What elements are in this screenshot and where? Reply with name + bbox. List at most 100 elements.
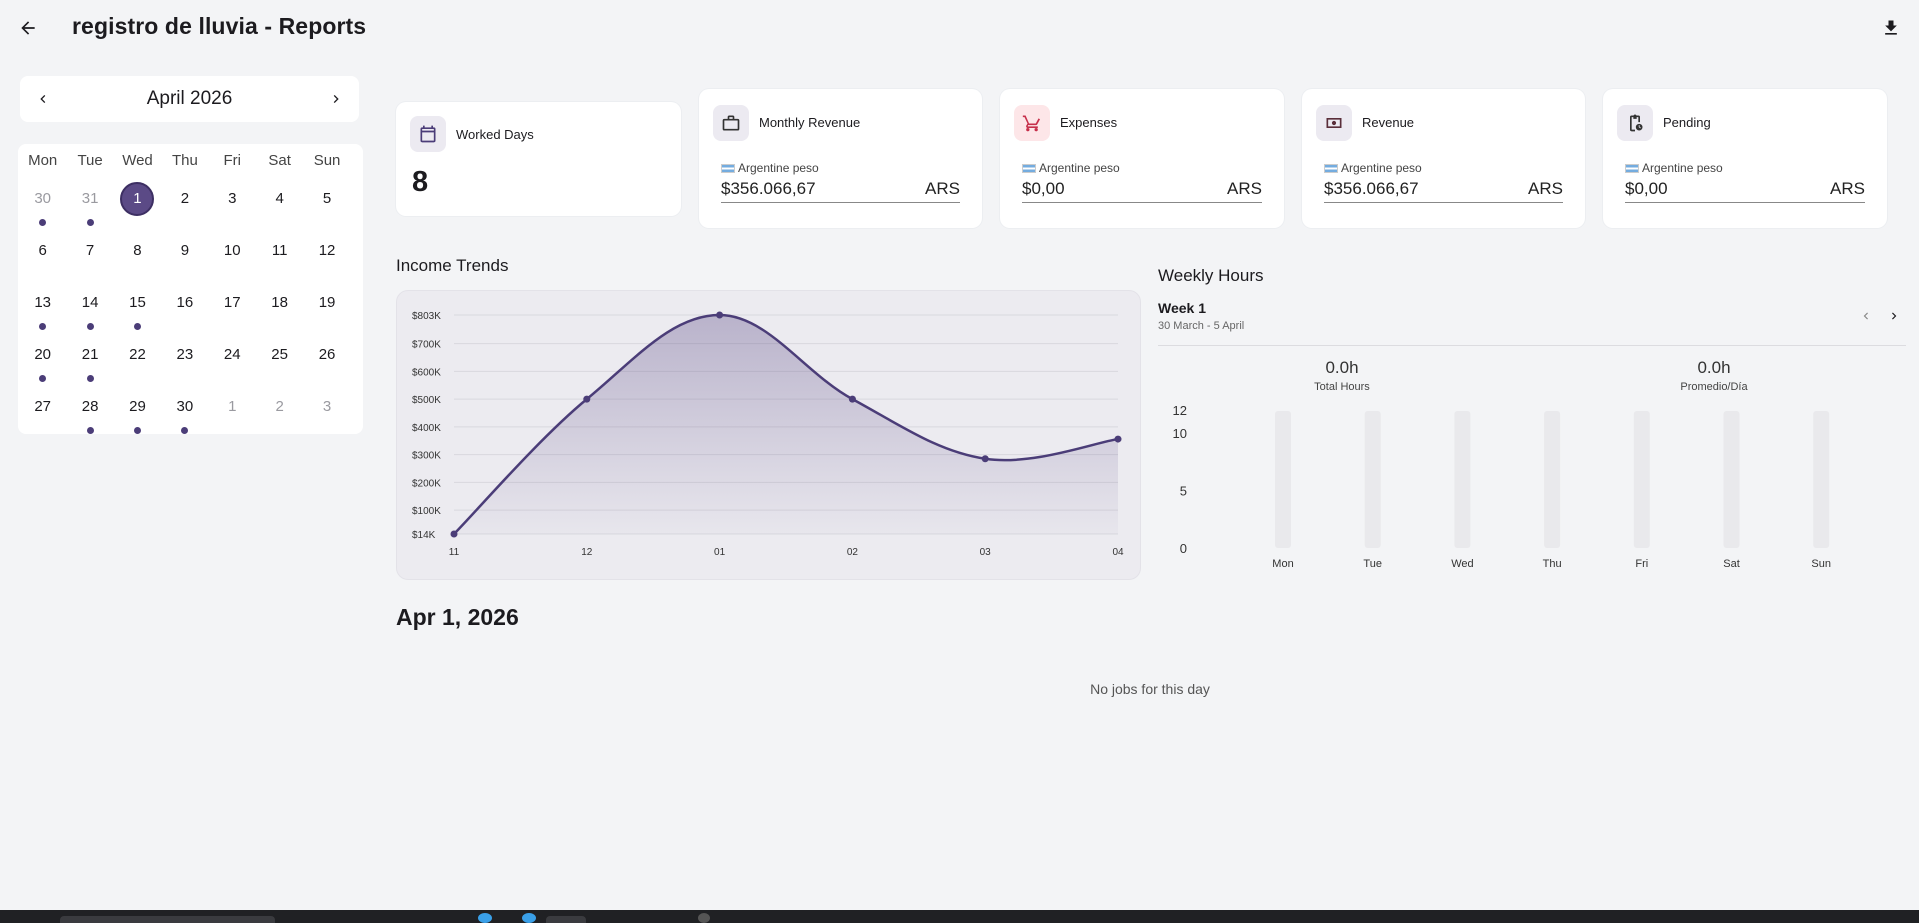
calendar-day[interactable]: 22 [114,338,161,390]
calendar-day[interactable]: 11 [256,234,303,286]
calendar-day[interactable]: 17 [209,286,256,338]
income-point[interactable] [981,455,989,463]
calendar-day[interactable]: 28 [66,390,113,442]
income-point[interactable] [716,311,724,319]
calendar-day[interactable]: 19 [303,286,350,338]
calendar-day[interactable]: 7 [66,234,113,286]
revenue-currency: Argentine peso [1324,161,1422,175]
revenue-card: Revenue Argentine peso $356.066,67 ARS [1302,89,1585,228]
calendar-day[interactable]: 9 [161,234,208,286]
average-hours-label: Promedio/Día [1680,381,1748,393]
calendar-day[interactable]: 30 [161,390,208,442]
event-dot [39,375,47,382]
chevron-right-icon [333,95,339,103]
calendar-day[interactable]: 12 [303,234,350,286]
weekly-hours-chart: 12 10 5 0 Mon Tue Wed Thu Fri Sat Sun [1173,403,1831,570]
calendar-day[interactable]: 3 [209,182,256,234]
weekday-label: Sat [268,152,291,169]
calendar-day[interactable]: 5 [303,182,350,234]
calendar-day-number: 21 [81,346,99,363]
currency-name: Argentine peso [1642,161,1723,175]
weekday-label: Tue [77,152,103,169]
calendar-day[interactable]: 2 [161,182,208,234]
taskbar-search[interactable] [60,916,275,923]
x-tick-label: Sat [1723,558,1740,570]
calendar-day-number: 10 [223,242,241,259]
calendar-day-number: 17 [223,294,241,311]
bar-track [1813,411,1830,548]
calendar-day[interactable]: 8 [114,234,161,286]
divider [1158,345,1906,346]
x-tick-label: Fri [1635,558,1648,570]
revenue-amount-field[interactable]: $356.066,67 ARS [1324,179,1563,203]
taskbar-app-icon[interactable] [546,916,586,923]
taskbar-app-icon[interactable] [522,913,536,923]
calendar-day-number: 13 [34,294,52,311]
calendar-day[interactable]: 21 [66,338,113,390]
weekday-label: Thu [171,152,198,169]
download-button[interactable] [1877,14,1905,42]
no-jobs-message: No jobs for this day [1090,681,1210,697]
calendar-day[interactable]: 1 [209,390,256,442]
calendar-day[interactable]: 29 [114,390,161,442]
currency-code: ARS [1830,179,1865,198]
calendar-day[interactable]: 20 [19,338,66,390]
monthly-revenue-amount-field[interactable]: $356.066,67 ARS [721,179,960,203]
calendar-day[interactable]: 3 [303,390,350,442]
calendar-day[interactable]: 1 [114,182,161,234]
calendar-day[interactable]: 31 [66,182,113,234]
calendar-day[interactable]: 24 [209,338,256,390]
next-month-button[interactable] [323,86,349,112]
y-tick-label: 5 [1180,484,1187,499]
prev-month-button[interactable] [30,86,56,112]
event-dot [133,323,141,330]
pending-amount-field[interactable]: $0,00 ARS [1625,179,1865,203]
amount-value: $356.066,67 [721,179,816,198]
calendar-day-number: 27 [34,398,52,415]
back-button[interactable] [14,14,42,42]
calendar-day[interactable]: 25 [256,338,303,390]
calendar-day-number: 8 [133,242,142,259]
chevron-left-icon [40,95,46,103]
income-point[interactable] [450,530,458,538]
prev-week-button[interactable] [1856,306,1876,326]
income-point[interactable] [583,395,591,403]
x-tick-label: Thu [1543,558,1562,570]
calendar-day[interactable]: 6 [19,234,66,286]
calendar-day[interactable]: 16 [161,286,208,338]
currency-name: Argentine peso [738,161,819,175]
calendar-day[interactable]: 15 [114,286,161,338]
income-point[interactable] [1114,435,1122,443]
y-tick-label: 12 [1173,403,1187,418]
calendar-day[interactable]: 23 [161,338,208,390]
calendar-day-number: 5 [322,190,332,207]
calendar-day-number: 24 [223,346,241,363]
calendar-day-number: 20 [34,346,52,363]
bar-track [1454,411,1471,548]
calendar-day[interactable]: 14 [66,286,113,338]
calendar-day[interactable]: 4 [256,182,303,234]
calendar-day[interactable]: 27 [19,390,66,442]
currency-code: ARS [925,179,960,198]
calendar-icon [410,116,446,152]
calendar-day[interactable]: 18 [256,286,303,338]
calendar-day[interactable]: 10 [209,234,256,286]
y-tick-label: $400K [412,423,441,434]
calendar-day[interactable]: 30 [19,182,66,234]
taskbar-app-icon[interactable] [478,913,492,923]
calendar-days: 30 31 1 2 3 4 5 6 7 8 9 10 11 12 13 14 15 16 17 18 19 20 21 22 2… [18,182,363,442]
calendar-day[interactable]: 13 [19,286,66,338]
currency-name: Argentine peso [1341,161,1422,175]
calendar-day[interactable]: 26 [303,338,350,390]
calendar-day[interactable]: 2 [256,390,303,442]
calendar-day-number: 2 [180,190,190,207]
x-tick-label: Wed [1451,558,1473,570]
calendar-day-number: 26 [318,346,336,363]
expenses-amount-field[interactable]: $0,00 ARS [1022,179,1262,203]
next-week-button[interactable] [1884,306,1904,326]
income-point[interactable] [848,395,856,403]
y-tick-label: $300K [412,451,441,462]
calendar-day-number: 28 [81,398,99,415]
calendar-day-number: 3 [322,398,332,415]
taskbar-app-icon[interactable] [698,913,710,923]
